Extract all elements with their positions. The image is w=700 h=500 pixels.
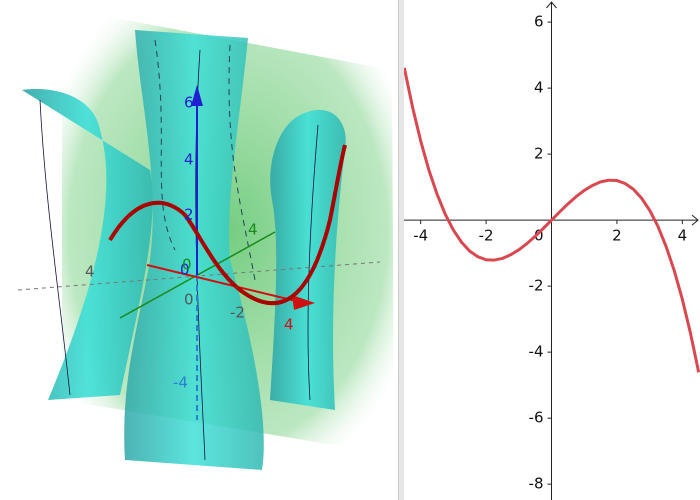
axis-label: -4 xyxy=(173,374,188,392)
y-tick-label: -2 xyxy=(529,277,544,295)
axis xyxy=(146,264,301,303)
arrow xyxy=(691,214,699,226)
y-tick-label: 2 xyxy=(534,145,544,163)
axis-label: -2 xyxy=(230,304,245,322)
graphics-2d-view[interactable]: -4 -2 0 2 4 -8 -6 -4 -2 2 4 6 xyxy=(404,0,700,500)
axis-label: 6 xyxy=(184,94,194,112)
axis-label: 0 xyxy=(184,291,194,309)
y-tick-label: -4 xyxy=(529,343,544,361)
surface xyxy=(270,109,346,411)
x-tick-label: 0 xyxy=(534,227,544,245)
y-tick-label: 6 xyxy=(534,13,544,31)
y-tick-label: 4 xyxy=(534,79,544,97)
axis-label: 0 xyxy=(180,261,190,279)
axis-label: 4 xyxy=(284,316,294,334)
surface xyxy=(124,30,264,470)
axis-label: 2 xyxy=(184,206,194,224)
axis-label: 4 xyxy=(85,263,95,281)
arrow xyxy=(292,295,315,310)
axis-label: 4 xyxy=(184,151,194,169)
x-tick-label: 4 xyxy=(678,227,688,245)
divider[interactable] xyxy=(398,0,404,500)
x-tick-label: 2 xyxy=(612,227,622,245)
function-graph xyxy=(404,67,700,373)
graphics-3d-view[interactable]: 6 4 2 0 -4 4 0 -2 4 4 0 xyxy=(0,0,398,500)
axis-label: 0 xyxy=(182,256,192,274)
arrow xyxy=(546,1,557,9)
y-tick-label: -6 xyxy=(529,409,544,427)
curve-3d xyxy=(108,144,347,306)
surface xyxy=(22,89,153,401)
arrow xyxy=(191,85,203,106)
mesh-line xyxy=(154,39,256,281)
axis-label: 4 xyxy=(248,221,258,239)
y-tick-label: -8 xyxy=(529,475,544,493)
x-tick-label: -4 xyxy=(413,227,428,245)
x-tick-label: -2 xyxy=(479,227,494,245)
